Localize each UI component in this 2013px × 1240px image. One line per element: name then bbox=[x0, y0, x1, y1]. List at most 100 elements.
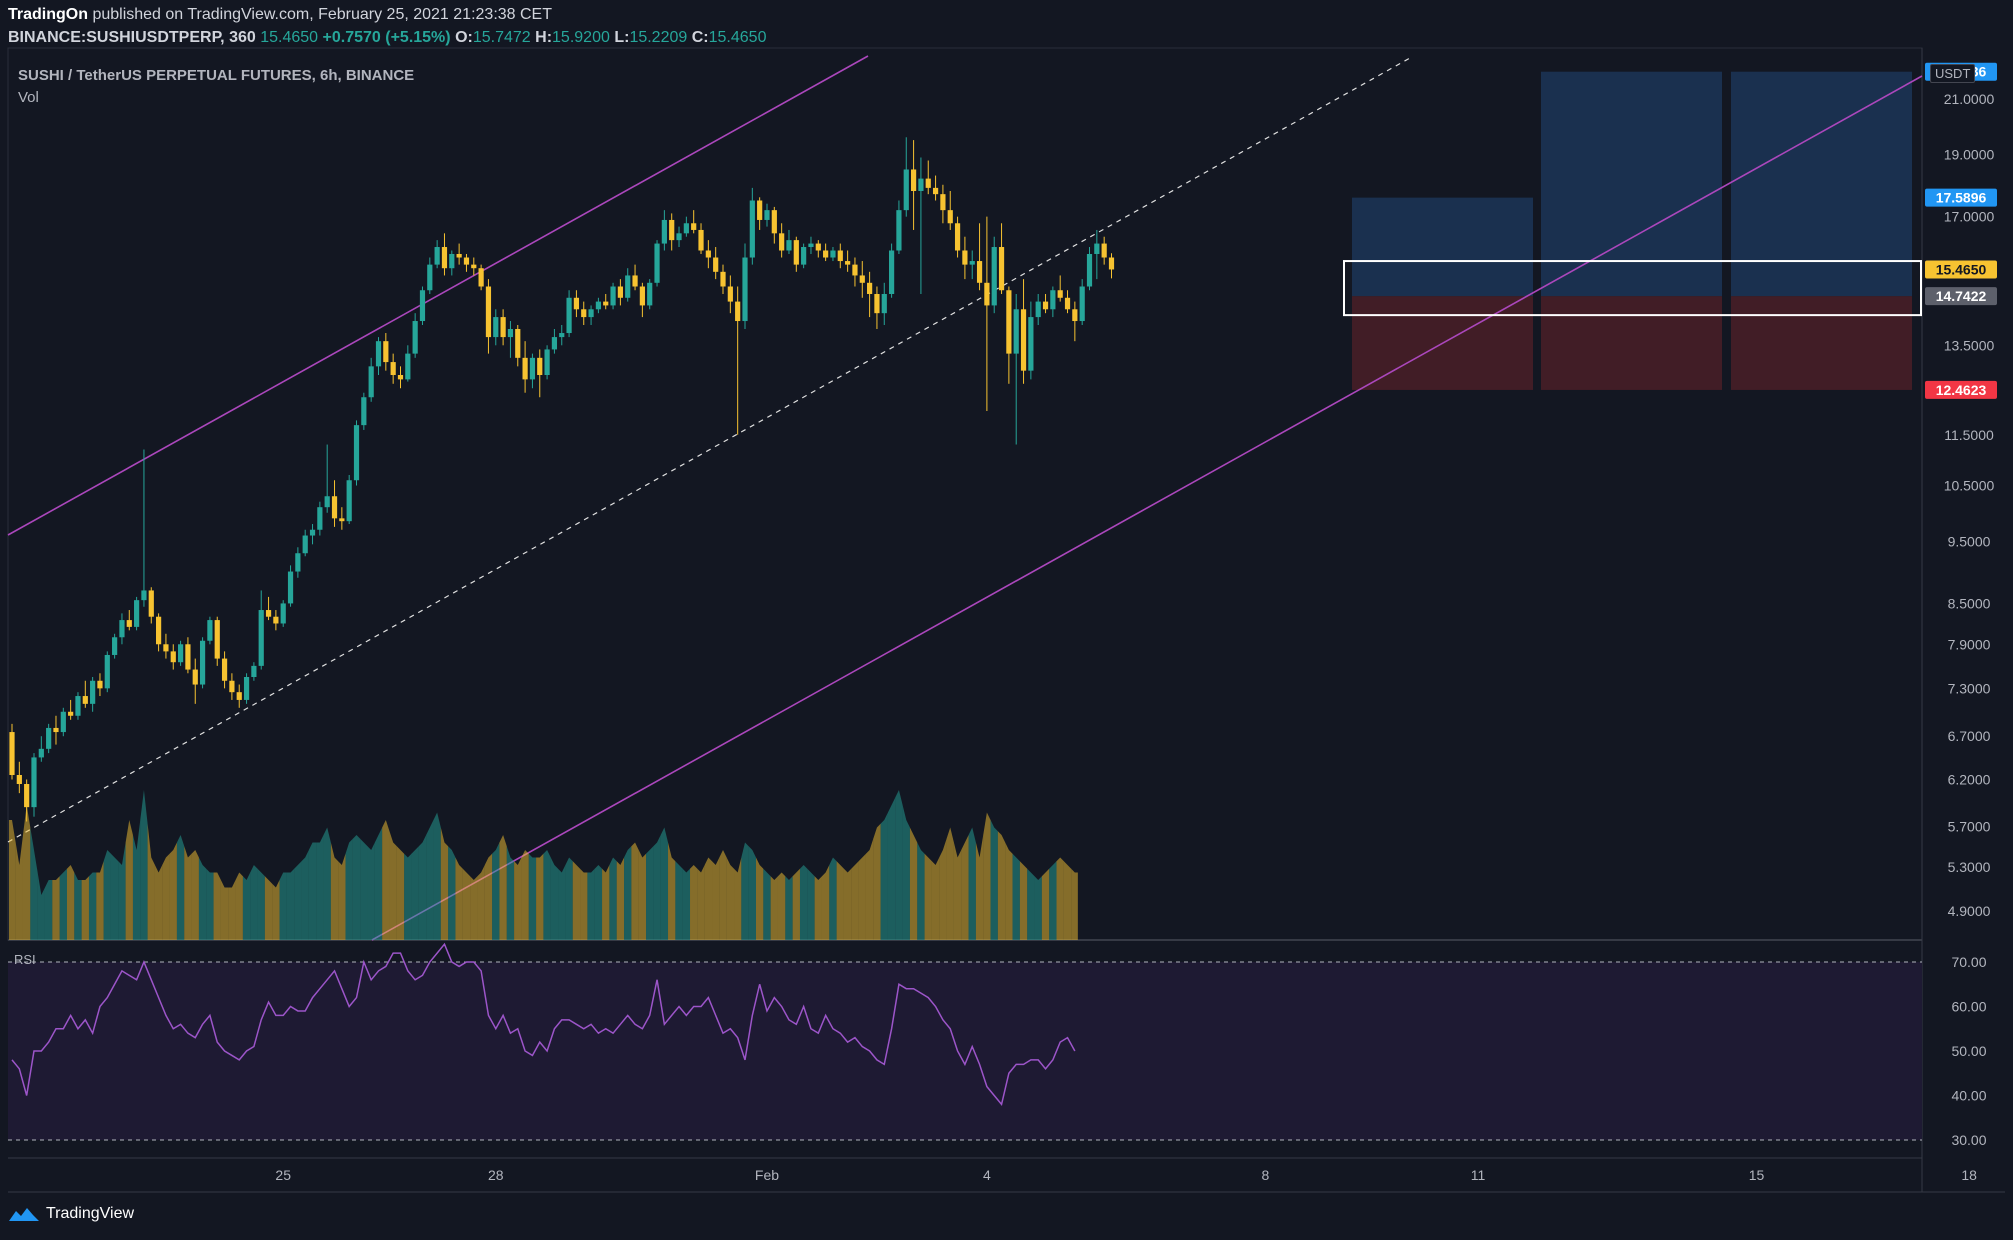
candle-body bbox=[229, 680, 235, 693]
volume-bar bbox=[418, 835, 427, 940]
publisher-name[interactable]: TradingOn bbox=[8, 6, 88, 23]
volume-bar bbox=[748, 846, 756, 940]
candle-body bbox=[46, 727, 52, 749]
volume-bar bbox=[924, 853, 932, 940]
footer-brand[interactable]: TradingView bbox=[8, 1205, 134, 1223]
price-tick-label: 11.5000 bbox=[1944, 427, 1994, 443]
volume-bar bbox=[770, 876, 778, 940]
volume-bar bbox=[741, 842, 749, 940]
candle-body bbox=[566, 297, 572, 334]
volume-bar bbox=[668, 842, 676, 940]
candle-body bbox=[390, 362, 396, 376]
candle-body bbox=[156, 616, 162, 645]
candle-body bbox=[16, 774, 22, 784]
volume-bar bbox=[345, 838, 353, 940]
volume-bar bbox=[521, 850, 529, 940]
volume-bar bbox=[939, 838, 947, 940]
volume-bar bbox=[88, 872, 97, 940]
low-label: L: bbox=[614, 29, 630, 46]
candle-body bbox=[434, 247, 440, 265]
candle-body bbox=[954, 223, 961, 251]
candle-body bbox=[522, 357, 528, 380]
volume-bar bbox=[220, 880, 229, 940]
volume-bar bbox=[125, 820, 133, 940]
currency-badge[interactable]: USDT bbox=[1930, 64, 1976, 83]
volume-bar bbox=[286, 868, 295, 940]
candle-body bbox=[375, 341, 382, 367]
volume-bar bbox=[814, 876, 822, 940]
volume-bar bbox=[470, 876, 478, 940]
candle-body bbox=[1079, 286, 1085, 322]
volume-bar bbox=[147, 823, 155, 940]
volume-bar bbox=[807, 868, 815, 940]
candle-body bbox=[588, 309, 594, 318]
rsi-band bbox=[8, 962, 1922, 1140]
time-tick-label: 8 bbox=[1262, 1167, 1270, 1183]
change: +0.7570 (+5.15%) bbox=[322, 29, 451, 46]
candle-body bbox=[676, 233, 682, 241]
target-zone-1 bbox=[1352, 197, 1533, 297]
volume-bar bbox=[712, 857, 720, 940]
pane-legend: SUSHI / TetherUS PERPETUAL FUTURES, 6h, … bbox=[18, 67, 414, 106]
candle-body bbox=[742, 257, 748, 322]
rsi-tick-label: 70.00 bbox=[1951, 954, 1986, 970]
rsi-tick-label: 30.00 bbox=[1951, 1132, 1986, 1148]
candle-body bbox=[317, 507, 323, 530]
volume-bar bbox=[1027, 868, 1035, 940]
candle-body bbox=[544, 349, 550, 376]
volume-bar bbox=[477, 865, 485, 940]
volume-legend[interactable]: Vol bbox=[18, 89, 39, 106]
candle-body bbox=[793, 240, 799, 265]
candle-body bbox=[1094, 243, 1100, 254]
volume-bar bbox=[917, 842, 925, 940]
volume-bar bbox=[228, 880, 236, 940]
candle-body bbox=[654, 243, 660, 283]
volume-bar bbox=[1056, 857, 1064, 940]
high-value: 15.9200 bbox=[552, 29, 610, 46]
candle-body bbox=[112, 637, 118, 655]
candle-body bbox=[441, 247, 448, 269]
volume-bar bbox=[264, 876, 273, 940]
volume-bar bbox=[719, 850, 727, 940]
candle-body bbox=[962, 250, 968, 265]
publish-info: published on TradingView.com, February 2… bbox=[92, 6, 552, 23]
time-tick-label: Feb bbox=[755, 1167, 779, 1183]
candle-body bbox=[397, 375, 404, 380]
candle-body bbox=[1108, 257, 1115, 270]
volume-bar bbox=[110, 853, 119, 940]
close-value: 15.4650 bbox=[708, 29, 767, 46]
rsi-tick-label: 60.00 bbox=[1951, 999, 1986, 1015]
candle-body bbox=[1086, 253, 1093, 287]
volume-bar bbox=[250, 865, 258, 940]
rsi-legend[interactable]: RSI bbox=[14, 952, 36, 967]
candle-body bbox=[141, 590, 147, 601]
volume-bar bbox=[968, 827, 976, 940]
volume-bar bbox=[279, 872, 287, 940]
chart-title[interactable]: SUSHI / TetherUS PERPETUAL FUTURES, 6h, … bbox=[18, 67, 415, 84]
candle-body bbox=[126, 620, 132, 627]
candle-body bbox=[991, 247, 997, 306]
candle-body bbox=[273, 616, 279, 624]
symbol-interval[interactable]: BINANCE:SUSHIUSDTPERP, 360 bbox=[8, 29, 256, 46]
candle-body bbox=[134, 600, 140, 627]
volume-bar bbox=[440, 827, 449, 940]
volume-bar bbox=[953, 842, 962, 940]
candle-body bbox=[60, 711, 66, 733]
candle-body bbox=[691, 223, 697, 230]
candle-body bbox=[38, 748, 44, 758]
volume-bar bbox=[799, 865, 808, 940]
candle-body bbox=[251, 665, 257, 677]
volume-bar bbox=[15, 835, 23, 940]
price-label-text: 17.5896 bbox=[1936, 190, 1987, 206]
volume-bar bbox=[191, 850, 199, 940]
stop-zone-3 bbox=[1731, 296, 1912, 390]
volume-bar bbox=[514, 857, 522, 940]
volume-bar bbox=[308, 842, 317, 940]
time-tick-label: 25 bbox=[275, 1167, 291, 1183]
price-label-tag bbox=[1925, 287, 1997, 306]
volume-bar bbox=[448, 846, 456, 940]
volume-bar bbox=[1005, 842, 1013, 940]
time-tick-label: 11 bbox=[1471, 1167, 1486, 1183]
volume-bar bbox=[74, 872, 82, 940]
